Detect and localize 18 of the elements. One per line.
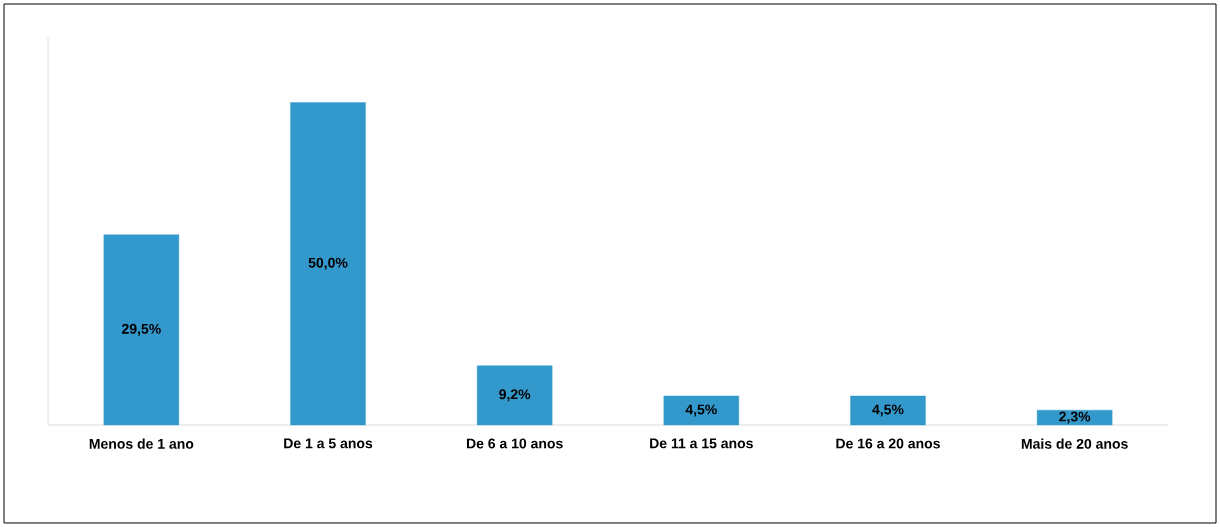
data-label: 29,5% [121,323,161,336]
data-label: 4,5% [685,404,717,417]
x-tick-label: De 16 a 20 anos [836,438,940,449]
x-tick-label: Mais de 20 anos [1021,438,1128,449]
x-tick-label: De 1 a 5 anos [284,438,373,449]
bar [663,395,740,426]
bar [290,102,366,426]
x-tick-label: Menos de 1 ano [89,438,194,449]
x-tick-label: De 6 a 10 anos [466,438,563,449]
bar [476,365,553,426]
data-label: 50,0% [308,257,348,270]
bar [850,395,926,426]
bar [1036,409,1113,426]
x-tick-label: De 11 a 15 anos [650,438,753,449]
data-label: 4,5% [872,404,904,417]
data-label: 9,2% [499,389,531,402]
data-label: 2,3% [1059,411,1091,424]
bar [103,234,180,426]
